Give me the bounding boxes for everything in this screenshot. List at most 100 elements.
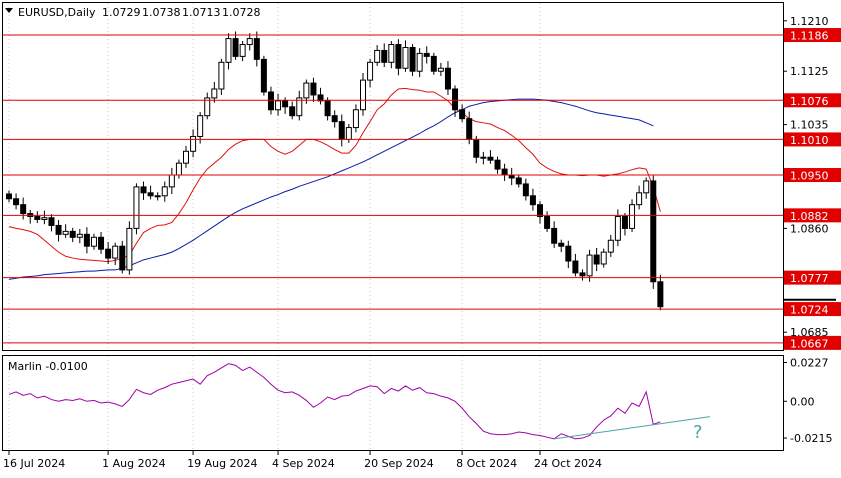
level-label-box xyxy=(784,132,841,147)
candle-body xyxy=(459,109,466,120)
question-mark-annotation: ? xyxy=(693,422,703,443)
candle-body xyxy=(515,177,522,185)
candle-body xyxy=(650,180,657,283)
x-tick-label: 20 Sep 2024 xyxy=(364,457,434,470)
candle-body xyxy=(225,38,232,63)
candle-body xyxy=(275,100,282,111)
candle-body xyxy=(62,230,69,235)
candle-body xyxy=(331,115,338,123)
x-tick-label: 19 Aug 2024 xyxy=(187,457,257,470)
chart-title: EURUSD,Daily xyxy=(18,6,96,19)
candle-body xyxy=(367,61,374,81)
candle-body xyxy=(614,216,621,241)
x-tick-label: 24 Oct 2024 xyxy=(534,457,602,470)
candle-body xyxy=(487,156,494,161)
y-tick-label: 1.1210 xyxy=(790,15,829,28)
candle-body xyxy=(466,118,473,140)
candle-body xyxy=(565,245,572,262)
candle-body xyxy=(621,216,628,229)
level-label-box xyxy=(784,302,841,317)
candle-body xyxy=(360,79,366,111)
candle-body xyxy=(90,236,97,247)
x-tick-label: 4 Sep 2024 xyxy=(272,457,335,470)
price-axis: 1.1210 1.1125 1.1035 1.0860 1.0685 0.0227 0.00… xyxy=(783,15,832,445)
level-label: 1.0724 xyxy=(790,304,829,317)
x-tick-label: 1 Aug 2024 xyxy=(102,457,165,470)
indicator-lines xyxy=(8,363,710,440)
candle-body xyxy=(317,94,324,102)
candle-body xyxy=(41,217,48,221)
candle-body xyxy=(480,156,487,159)
candle-body xyxy=(282,100,289,108)
candle-body xyxy=(551,227,558,244)
candle-body xyxy=(161,186,168,197)
candle-body xyxy=(430,55,437,72)
collapse-triangle-icon[interactable] xyxy=(5,8,13,13)
candle-body xyxy=(416,52,423,72)
ohlc-open: 1.0729 xyxy=(102,6,141,19)
x-tick-label: 8 Oct 2024 xyxy=(456,457,517,470)
candle-body xyxy=(544,216,551,229)
level-label-box xyxy=(784,270,841,285)
candle-body xyxy=(76,233,83,238)
indicator-frame xyxy=(2,355,784,451)
candle-body xyxy=(522,183,529,197)
level-label-box xyxy=(784,93,841,108)
candle-body xyxy=(48,217,55,226)
candle-body xyxy=(204,97,211,117)
candle-body xyxy=(600,251,607,265)
candle-body xyxy=(501,168,508,176)
candle-body xyxy=(643,180,650,194)
candle-body xyxy=(232,38,239,57)
ind-y-tick-label: -0.0215 xyxy=(790,432,832,445)
level-label-box xyxy=(784,208,841,223)
level-label-box xyxy=(784,335,841,350)
candle-body xyxy=(352,109,359,129)
level-label-box xyxy=(784,168,841,183)
y-tick-label: 1.1035 xyxy=(790,119,829,132)
candle-body xyxy=(289,106,296,117)
candle-body xyxy=(296,97,303,117)
candle-body xyxy=(395,44,402,69)
candle-body xyxy=(175,162,182,176)
candle-body xyxy=(374,49,381,63)
candle-body xyxy=(537,204,543,218)
candle-body xyxy=(657,281,664,308)
candle-body xyxy=(211,88,218,99)
level-label: 1.0882 xyxy=(790,210,829,223)
candle-body xyxy=(473,138,480,158)
candle-body xyxy=(239,44,246,57)
candle-body xyxy=(381,49,388,63)
candle-body xyxy=(34,216,41,221)
candle-body xyxy=(55,224,62,235)
candle-body xyxy=(607,239,614,253)
indicator-title: Marlin -0.0100 xyxy=(8,360,88,373)
candle-body xyxy=(593,254,600,265)
ohlc-close: 1.0728 xyxy=(222,6,261,19)
level-label: 1.0777 xyxy=(790,272,829,285)
candle-body xyxy=(586,254,593,277)
y-tick-label: 1.0860 xyxy=(790,222,829,235)
candle-body xyxy=(253,38,260,60)
candle-body xyxy=(437,67,444,72)
candle-body xyxy=(388,44,395,63)
candle-body xyxy=(183,150,189,164)
candle-body xyxy=(154,195,161,198)
candle-body xyxy=(409,46,416,72)
candle-body xyxy=(105,248,112,259)
ohlc-low: 1.0713 xyxy=(182,6,221,19)
candle-body xyxy=(190,135,197,152)
candle-body xyxy=(197,115,204,137)
candle-body xyxy=(246,38,253,46)
candle-body xyxy=(338,121,345,140)
candle-body xyxy=(218,61,225,90)
y-tick-label: 1.0685 xyxy=(790,326,829,339)
candle-body xyxy=(444,67,451,90)
candle-body xyxy=(310,82,317,96)
red-ma-line xyxy=(8,87,661,263)
candle-body xyxy=(636,192,643,206)
time-axis: 16 Jul 2024 1 Aug 2024 19 Aug 2024 4 Sep 20… xyxy=(3,451,602,470)
candle-body xyxy=(260,58,267,93)
